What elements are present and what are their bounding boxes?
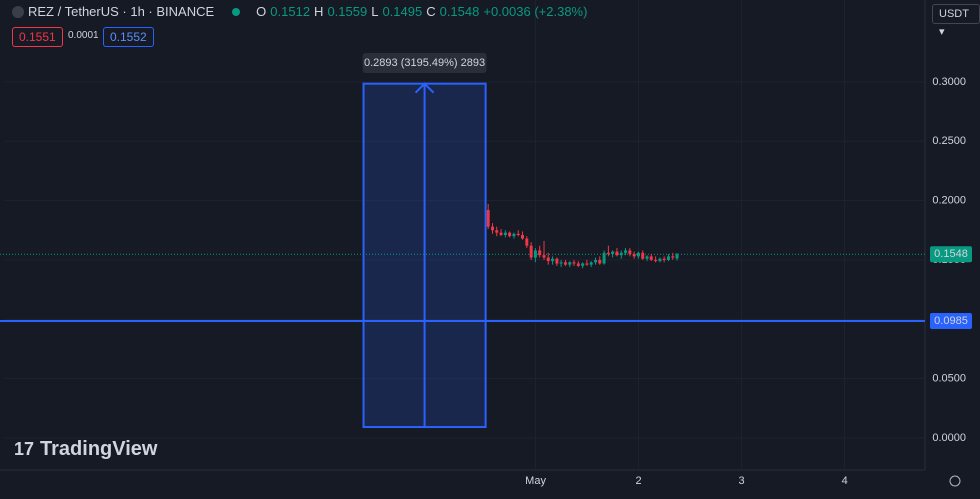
h-label: H (314, 4, 324, 19)
y-tick-label: 0.2500 (932, 135, 966, 147)
candle-body (641, 252, 645, 259)
candle-body (508, 232, 512, 237)
symbol[interactable]: REZ / TetherUS · 1h · BINANCE (28, 4, 215, 19)
symbol-icon (12, 5, 24, 18)
x-tick-label: 3 (739, 475, 745, 487)
y-tick-label: 0.3000 (932, 76, 966, 88)
candle-body (666, 256, 670, 260)
candle-body (594, 259, 598, 263)
y-tick-label: 0.0000 (932, 432, 966, 444)
candle-body (581, 263, 585, 266)
candle-body (503, 232, 507, 235)
candle-body (495, 230, 499, 233)
candle-body (529, 245, 533, 258)
candle-body (645, 256, 649, 259)
candle-body (559, 262, 563, 264)
measure-arrowhead (414, 82, 435, 94)
candle-body (611, 251, 615, 254)
candle-body (551, 258, 555, 262)
x-tick-label: 4 (842, 475, 848, 487)
x-tick-label: May (525, 475, 546, 487)
candle-body (576, 263, 580, 266)
hline-label-bg (930, 313, 972, 330)
candle-body (606, 252, 610, 254)
candle-body (628, 250, 632, 254)
o-label: O (256, 4, 267, 19)
status-dot (232, 7, 241, 16)
candle-body (486, 210, 490, 227)
candle-body (585, 263, 589, 265)
candle-body (658, 258, 662, 262)
candle-body (636, 252, 640, 257)
candle-body (671, 256, 675, 258)
candle-body (598, 259, 602, 264)
candle-body (624, 250, 628, 253)
measure-label: 0.2893 (3195.49%) 2893 (364, 57, 485, 69)
c-label: C (426, 4, 436, 19)
l-value: 0.1495 (382, 4, 423, 19)
candle-body (546, 257, 550, 262)
currency-select[interactable]: USDT ▾ (932, 4, 980, 38)
candle-body (542, 255, 546, 258)
logo[interactable]: 17 TradingView (14, 438, 157, 461)
sell-button[interactable]: 0.1551 (12, 27, 63, 47)
candle-body (649, 256, 653, 260)
measure-label-bg (362, 53, 487, 73)
candle-body (654, 259, 658, 262)
y-tick-label: 0.0500 (932, 373, 966, 385)
candle-body (632, 253, 636, 257)
o-value: 0.1512 (270, 4, 311, 19)
currency: USDT (939, 8, 969, 20)
candle-body (538, 250, 542, 256)
candle-body (563, 262, 567, 265)
c-value: 0.1548 (439, 4, 480, 19)
candle-body (568, 262, 572, 265)
hline-label: 0.0985 (934, 315, 968, 327)
candle-body (602, 252, 606, 264)
candle-body (491, 226, 495, 231)
buy-button[interactable]: 0.1552 (103, 27, 154, 47)
candle-body (615, 251, 619, 256)
change: +0.0036 (+2.38%) (483, 4, 588, 19)
candle-body (533, 250, 537, 258)
candle-body (555, 258, 559, 264)
candle-body (619, 252, 623, 256)
last-price-bg (930, 246, 972, 263)
h-value: 0.1559 (327, 4, 368, 19)
candle-body (520, 235, 524, 239)
y-tick-label: 0.2000 (932, 194, 966, 206)
candle-body (525, 238, 529, 246)
candle-body (516, 233, 520, 235)
candle-body (512, 233, 516, 237)
logo-mark: 17 (14, 439, 35, 459)
x-tick-label: 2 (636, 475, 642, 487)
l-label: L (371, 4, 379, 19)
last-price-label: 0.1548 (934, 248, 968, 260)
spread: 0.0001 (68, 30, 99, 41)
candle-body (675, 254, 679, 259)
settings-button[interactable] (949, 475, 961, 487)
candle-body (499, 232, 503, 235)
candle-body (589, 262, 593, 265)
candle-body (662, 258, 666, 260)
logo-text: TradingView (40, 438, 158, 460)
candle-body (572, 262, 576, 264)
